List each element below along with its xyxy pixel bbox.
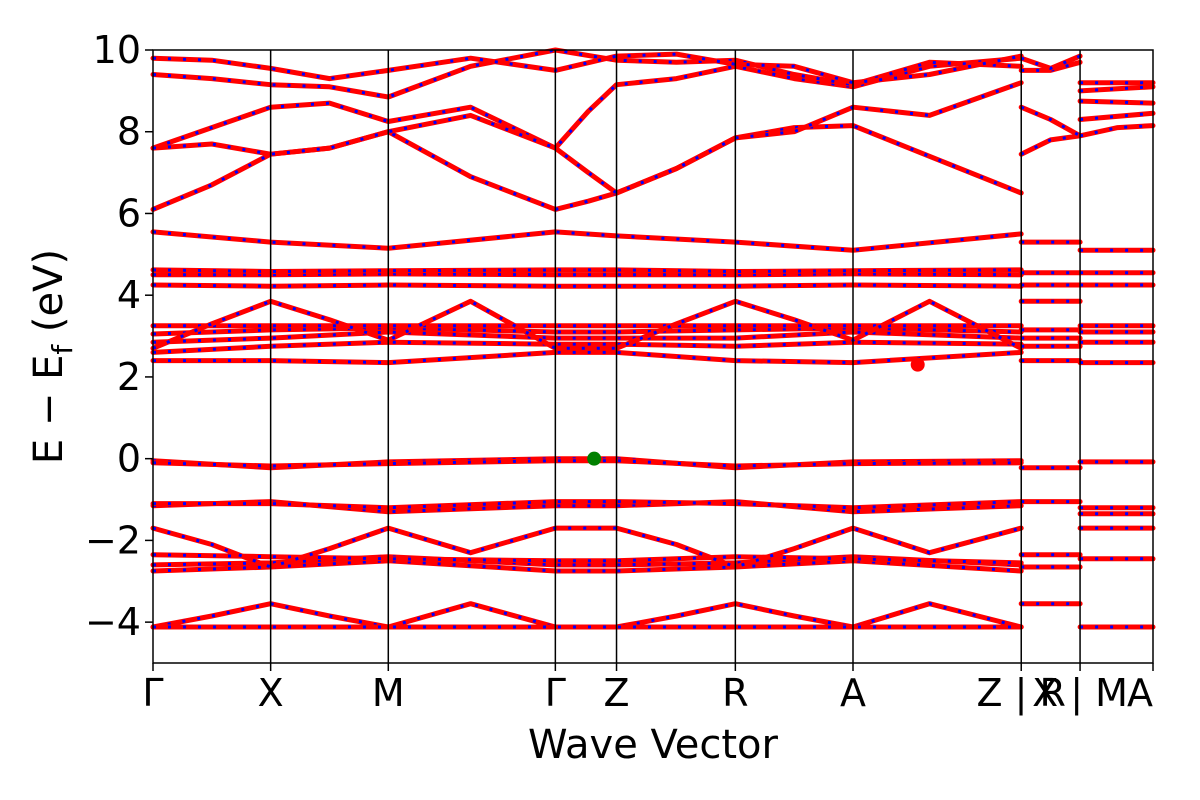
- vbm-marker: [587, 451, 602, 466]
- band-20: [150, 123, 1024, 212]
- band-55-dashed: [1079, 124, 1154, 138]
- x-tick-label: Z | R: [977, 671, 1066, 716]
- extremum-markers: [587, 357, 925, 466]
- band-18-dashed: [152, 268, 1022, 274]
- cbm-marker: [910, 357, 925, 372]
- band-5: [150, 525, 1024, 570]
- band-58-dashed: [1080, 85, 1154, 93]
- y-axis-ticks: −4 −2 0 2 4 6 8 10: [85, 28, 153, 644]
- y-tick-label: 4: [117, 273, 141, 317]
- band-11: [150, 339, 1024, 355]
- plot-frame: [152, 49, 1154, 664]
- y-tick-label: 6: [117, 191, 141, 235]
- band-58: [1077, 84, 1156, 94]
- y-tick-label: 0: [117, 437, 141, 481]
- band-7: [150, 499, 1024, 511]
- band-56-dashed: [1079, 111, 1154, 121]
- y-axis-title-main: E − E: [26, 355, 72, 465]
- band-9: [150, 458, 1024, 469]
- band-23: [150, 47, 1024, 100]
- band-4-dashed: [152, 553, 1022, 565]
- x-tick-label: X | M: [1032, 671, 1128, 716]
- x-tick-label: Z: [604, 671, 630, 715]
- band-10: [150, 349, 1024, 366]
- band-2: [150, 558, 1024, 574]
- x-tick-label: A: [840, 671, 866, 715]
- band-9-dashed: [152, 459, 1022, 468]
- x-tick-label: M: [372, 671, 405, 715]
- band-39: [1018, 104, 1083, 139]
- band-17: [150, 271, 1024, 278]
- y-tick-label: 10: [93, 28, 141, 72]
- band-23-solid: [150, 47, 1024, 100]
- kpoint-vertical-lines: [269, 50, 1081, 663]
- x-axis-title: Wave Vector: [528, 722, 779, 768]
- band-21: [150, 80, 1024, 196]
- band-4: [150, 552, 1024, 566]
- x-tick-label: A: [1127, 671, 1153, 715]
- band-19: [150, 229, 1024, 253]
- band-15-dashed: [152, 299, 1022, 350]
- band-56: [1077, 110, 1156, 122]
- band-55: [1077, 123, 1156, 139]
- band-7-dashed: [153, 500, 1022, 510]
- band-13-dashed: [152, 326, 1022, 336]
- band-16: [150, 282, 1024, 289]
- band-38: [1018, 133, 1083, 157]
- band-57-dashed: [1080, 99, 1154, 105]
- band-20-solid: [150, 123, 1024, 212]
- band-41: [1018, 53, 1083, 71]
- x-tick-label: R: [722, 671, 748, 715]
- y-axis-title: E − Ef (eV): [26, 249, 79, 464]
- y-tick-label: 8: [117, 110, 141, 154]
- x-tick-label: X: [258, 671, 284, 715]
- band-2-dashed: [152, 559, 1022, 573]
- band-11-dashed: [152, 340, 1022, 354]
- band-10-dashed: [153, 350, 1022, 365]
- band-19-dashed: [152, 230, 1022, 252]
- x-tick-label: Γ: [142, 671, 163, 715]
- band-17-dashed: [153, 272, 1022, 277]
- band-24-solid: [150, 51, 1024, 86]
- band-5-dashed: [152, 526, 1022, 569]
- band-12-dashed: [152, 330, 1022, 344]
- x-tick-label: Γ: [545, 671, 566, 715]
- band-0-solid: [150, 601, 1024, 630]
- y-tick-label: 2: [117, 355, 141, 399]
- band-39-dashed: [1020, 105, 1081, 138]
- band-21-dashed: [152, 81, 1022, 195]
- band-21-solid: [150, 80, 1024, 196]
- band-15: [150, 298, 1024, 351]
- band-9-solid: [150, 458, 1024, 469]
- band-57: [1077, 98, 1156, 106]
- band-lines: [150, 47, 1156, 630]
- band-24: [150, 51, 1024, 86]
- y-axis-title-subscript: f: [46, 344, 79, 355]
- band-22: [150, 55, 1024, 157]
- band-41-dashed: [1020, 54, 1081, 71]
- band-22-dashed: [152, 56, 1022, 156]
- y-axis-title-unit: (eV): [26, 249, 72, 345]
- band-39-solid: [1018, 104, 1083, 139]
- band-10-solid: [150, 349, 1024, 366]
- band-18: [150, 267, 1024, 274]
- band-0: [150, 601, 1024, 630]
- band-24-dashed: [152, 52, 1022, 85]
- y-tick-label: −4: [85, 600, 141, 644]
- band-16-dashed: [152, 283, 1022, 288]
- y-tick-label: −2: [85, 518, 141, 562]
- band-38-dashed: [1020, 134, 1081, 156]
